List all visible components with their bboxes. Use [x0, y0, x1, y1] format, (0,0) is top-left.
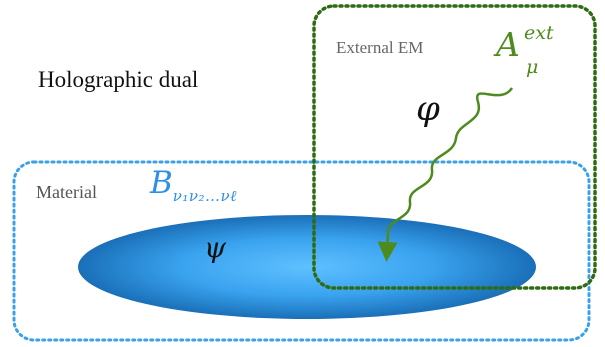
material-label: Material — [36, 182, 97, 202]
photon-wave-arrow — [377, 87, 514, 262]
external-field-sup: ext — [524, 22, 554, 44]
material-tensor-main: B — [150, 165, 173, 201]
material-region-box — [12, 160, 591, 342]
external-field-symbol: A ext μ — [496, 24, 554, 77]
material-field-symbol: ψ — [204, 231, 226, 264]
external-field-main: A — [496, 25, 520, 64]
material-tensor-indices: ν₁ν₂…νℓ — [172, 187, 237, 205]
external-em-region-box — [312, 4, 597, 290]
external-em-label: External EM — [336, 38, 424, 57]
material-ellipse — [78, 215, 536, 319]
external-field-sub: μ — [526, 56, 539, 78]
diagram-title: Holographic dual — [38, 67, 199, 92]
bulk-field-symbol: φ — [416, 89, 440, 129]
material-tensor-symbol: Bν₁ν₂…νℓ — [150, 168, 237, 204]
